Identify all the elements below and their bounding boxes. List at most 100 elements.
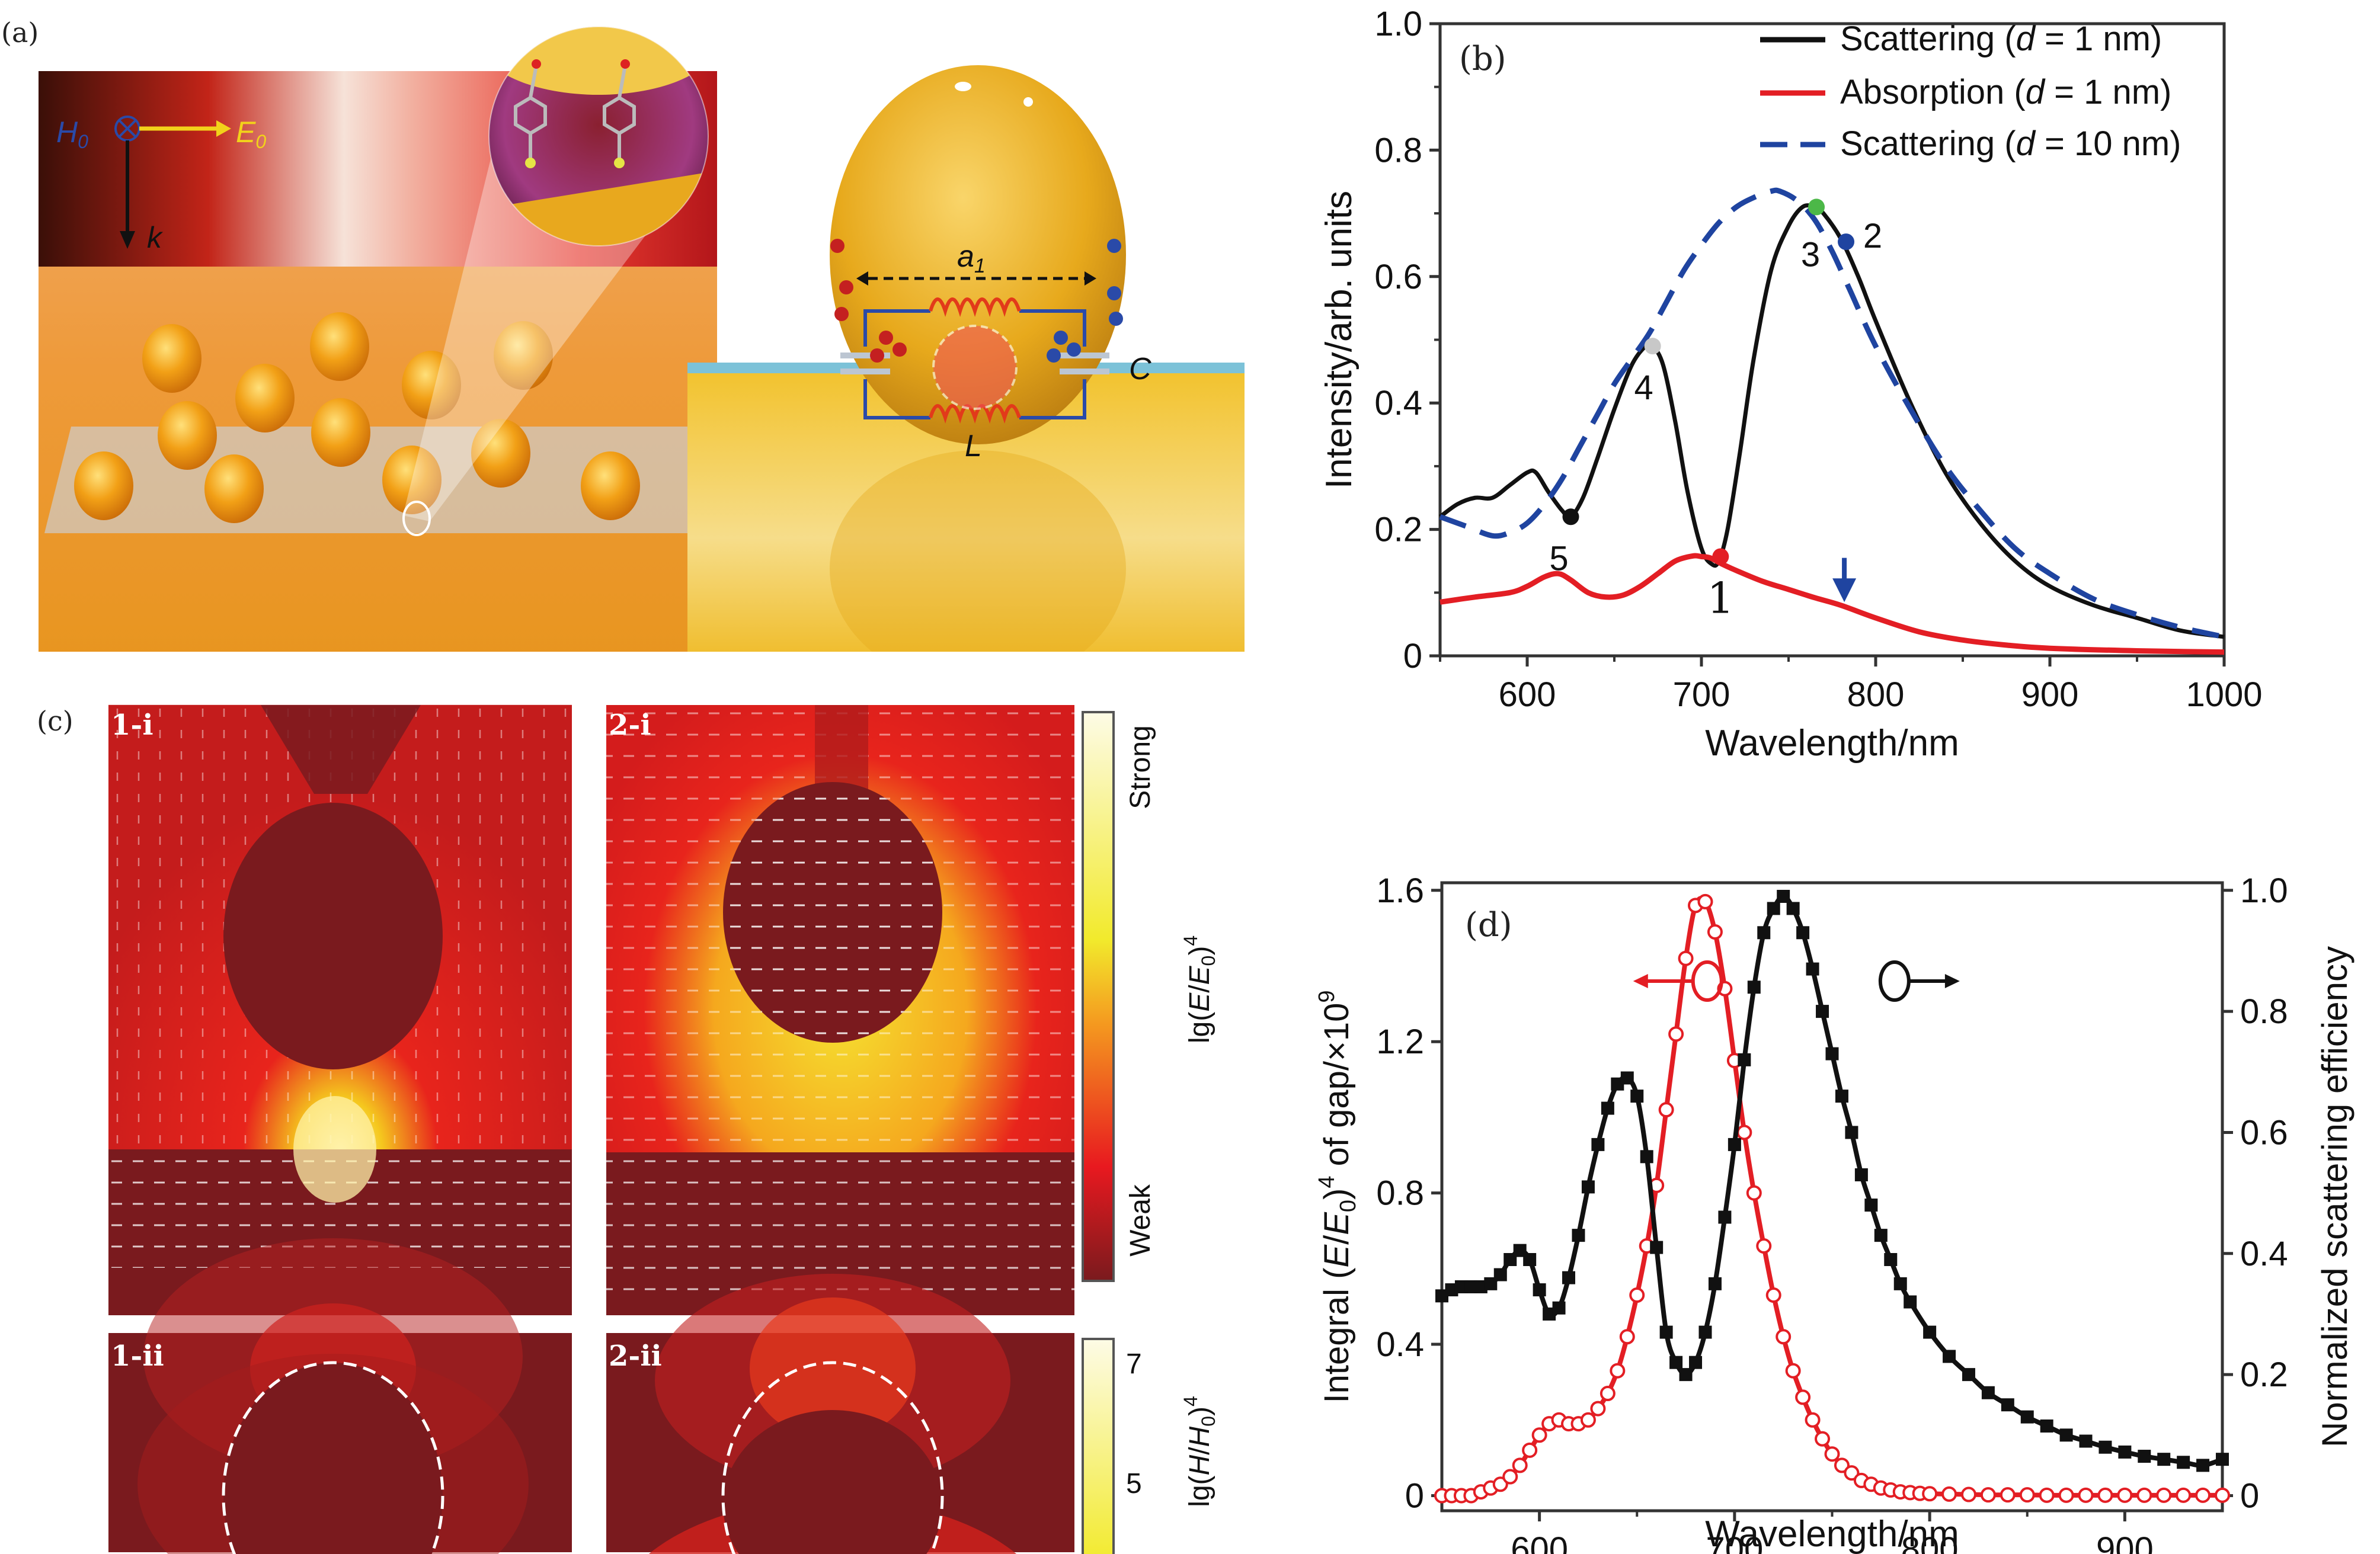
- data-point: [2176, 1487, 2192, 1503]
- data-point: [1707, 924, 1723, 940]
- data-point: [1728, 1138, 1741, 1151]
- panel-c-label: (c): [37, 705, 73, 737]
- data-point: [2079, 1434, 2093, 1448]
- data-point: [1697, 893, 1713, 909]
- legend-text: Absorption (: [1840, 73, 2026, 111]
- data-point: [2195, 1487, 2211, 1503]
- h0-label: H: [56, 116, 78, 149]
- a1-label: a: [957, 239, 974, 274]
- inductor-label: L: [965, 429, 982, 463]
- x-tick-label: 600: [1499, 675, 1556, 714]
- data-point: [1980, 1487, 1996, 1503]
- legend-text: d: [2016, 124, 2036, 163]
- axis-indicator-circle: [1691, 960, 1723, 1002]
- y2-tick-label: 0: [2240, 1476, 2259, 1515]
- data-point: [1844, 1465, 1860, 1481]
- data-point: [2001, 1398, 2014, 1412]
- data-point: [1512, 1457, 1528, 1473]
- y2-tick-label: 0.6: [2240, 1113, 2288, 1152]
- data-point: [2078, 1487, 2094, 1503]
- data-point: [1610, 1363, 1626, 1379]
- data-point: [2058, 1487, 2074, 1503]
- nanosphere-outline-dashed: [721, 1361, 944, 1554]
- data-point: [1854, 1168, 1868, 1181]
- marker-label: 2: [1863, 217, 1882, 255]
- legend-text: = 1 nm): [2035, 20, 2162, 58]
- marker-point: [1644, 338, 1661, 355]
- data-point: [1572, 1229, 1585, 1242]
- capacitor-plates: [840, 353, 1109, 374]
- legend-label: Scattering (d = 10 nm): [1840, 124, 2181, 163]
- colorbar-h-tick: 7: [1126, 1348, 1142, 1380]
- data-point: [1659, 1325, 1673, 1339]
- data-point: [1806, 962, 1819, 976]
- data-point: [1668, 1026, 1684, 1042]
- y-axis-label: Intensity/arb. units: [1319, 191, 1359, 489]
- panel-a-illustration: H0 E0 k a1 C L: [39, 26, 1245, 652]
- data-point: [2117, 1487, 2133, 1503]
- data-point: [2215, 1487, 2230, 1503]
- y2-tick-label: 0.8: [2240, 992, 2288, 1031]
- lc-circuit: [863, 309, 1086, 419]
- annotation-arrow-head: [1832, 578, 1857, 603]
- y-label-part: 9: [1314, 990, 1339, 1002]
- nanosphere-outline: [223, 803, 443, 1069]
- data-point: [2118, 1445, 2132, 1459]
- legend-text: = 1 nm): [2045, 73, 2171, 111]
- axis-indicator-arrowhead: [1633, 974, 1648, 989]
- data-point: [2177, 1456, 2190, 1469]
- y-label-part: 0: [1336, 1200, 1361, 1212]
- data-point: [1923, 1325, 1937, 1339]
- data-point: [1698, 1325, 1712, 1339]
- y-axis-label: Integral (E/E0)4 of gap/×109: [1314, 990, 1361, 1403]
- data-point: [1629, 1287, 1645, 1303]
- data-point: [1502, 1469, 1518, 1485]
- data-point: [1922, 1486, 1938, 1502]
- data-point: [2097, 1487, 2113, 1503]
- field-map-1-i: [108, 704, 572, 1315]
- y-tick-label: 1.0: [1374, 5, 1422, 43]
- y2-tick-label: 0.2: [2240, 1356, 2288, 1394]
- nanoparticle-array: [74, 312, 640, 523]
- data-point: [1747, 981, 1761, 994]
- x-tick-label: 900: [2096, 1530, 2154, 1554]
- marker-point: [1562, 508, 1579, 526]
- data-point: [2059, 1428, 2073, 1442]
- data-point: [1493, 1268, 1507, 1281]
- data-point: [1658, 1102, 1674, 1118]
- y-label-part: /: [1317, 1235, 1356, 1245]
- legend-text: = 10 nm): [2035, 124, 2181, 163]
- data-point: [1765, 1287, 1781, 1303]
- data-point: [1816, 1005, 1829, 1018]
- data-point: [2136, 1487, 2152, 1503]
- chart-b: 600 700 800 900 1000 0 0.2 0.4 0.6 0.8 1.0 Waveleng…: [1319, 5, 2263, 764]
- y2-tick-label: 0.4: [2240, 1235, 2288, 1273]
- svg-text:E0: E0: [236, 116, 266, 152]
- data-point: [1718, 1210, 1732, 1224]
- current-loop: [932, 325, 1018, 410]
- data-point: [1531, 1427, 1547, 1443]
- y-label-part: Integral (: [1317, 1268, 1356, 1404]
- data-point: [1562, 1271, 1576, 1284]
- nanosphere-outline-dashed: [222, 1361, 444, 1554]
- data-point: [1785, 1363, 1801, 1379]
- y-label-part: E: [1317, 1212, 1356, 1235]
- data-point: [2216, 1453, 2229, 1466]
- data-point: [1756, 1238, 1772, 1254]
- data-point: [2138, 1450, 2151, 1463]
- data-point: [1962, 1368, 1975, 1382]
- x-tick-label: 700: [1673, 675, 1730, 714]
- series-line-1: [1439, 553, 2225, 655]
- y-tick-label: 1.6: [1376, 871, 1424, 910]
- field-axes: [114, 116, 231, 249]
- data-point: [1590, 1401, 1606, 1417]
- data-point: [1522, 1442, 1538, 1458]
- inductor-coils: [929, 297, 1021, 424]
- data-point: [1824, 1446, 1840, 1462]
- axis-indicator-circle: [1878, 960, 1911, 1002]
- data-point: [1893, 1277, 1907, 1290]
- colorbar-e-title: lg(E/E0)4: [1180, 935, 1219, 1043]
- data-point: [1620, 1071, 1634, 1085]
- y-tick-label: 0.2: [1374, 511, 1422, 549]
- data-point: [1679, 1368, 1693, 1382]
